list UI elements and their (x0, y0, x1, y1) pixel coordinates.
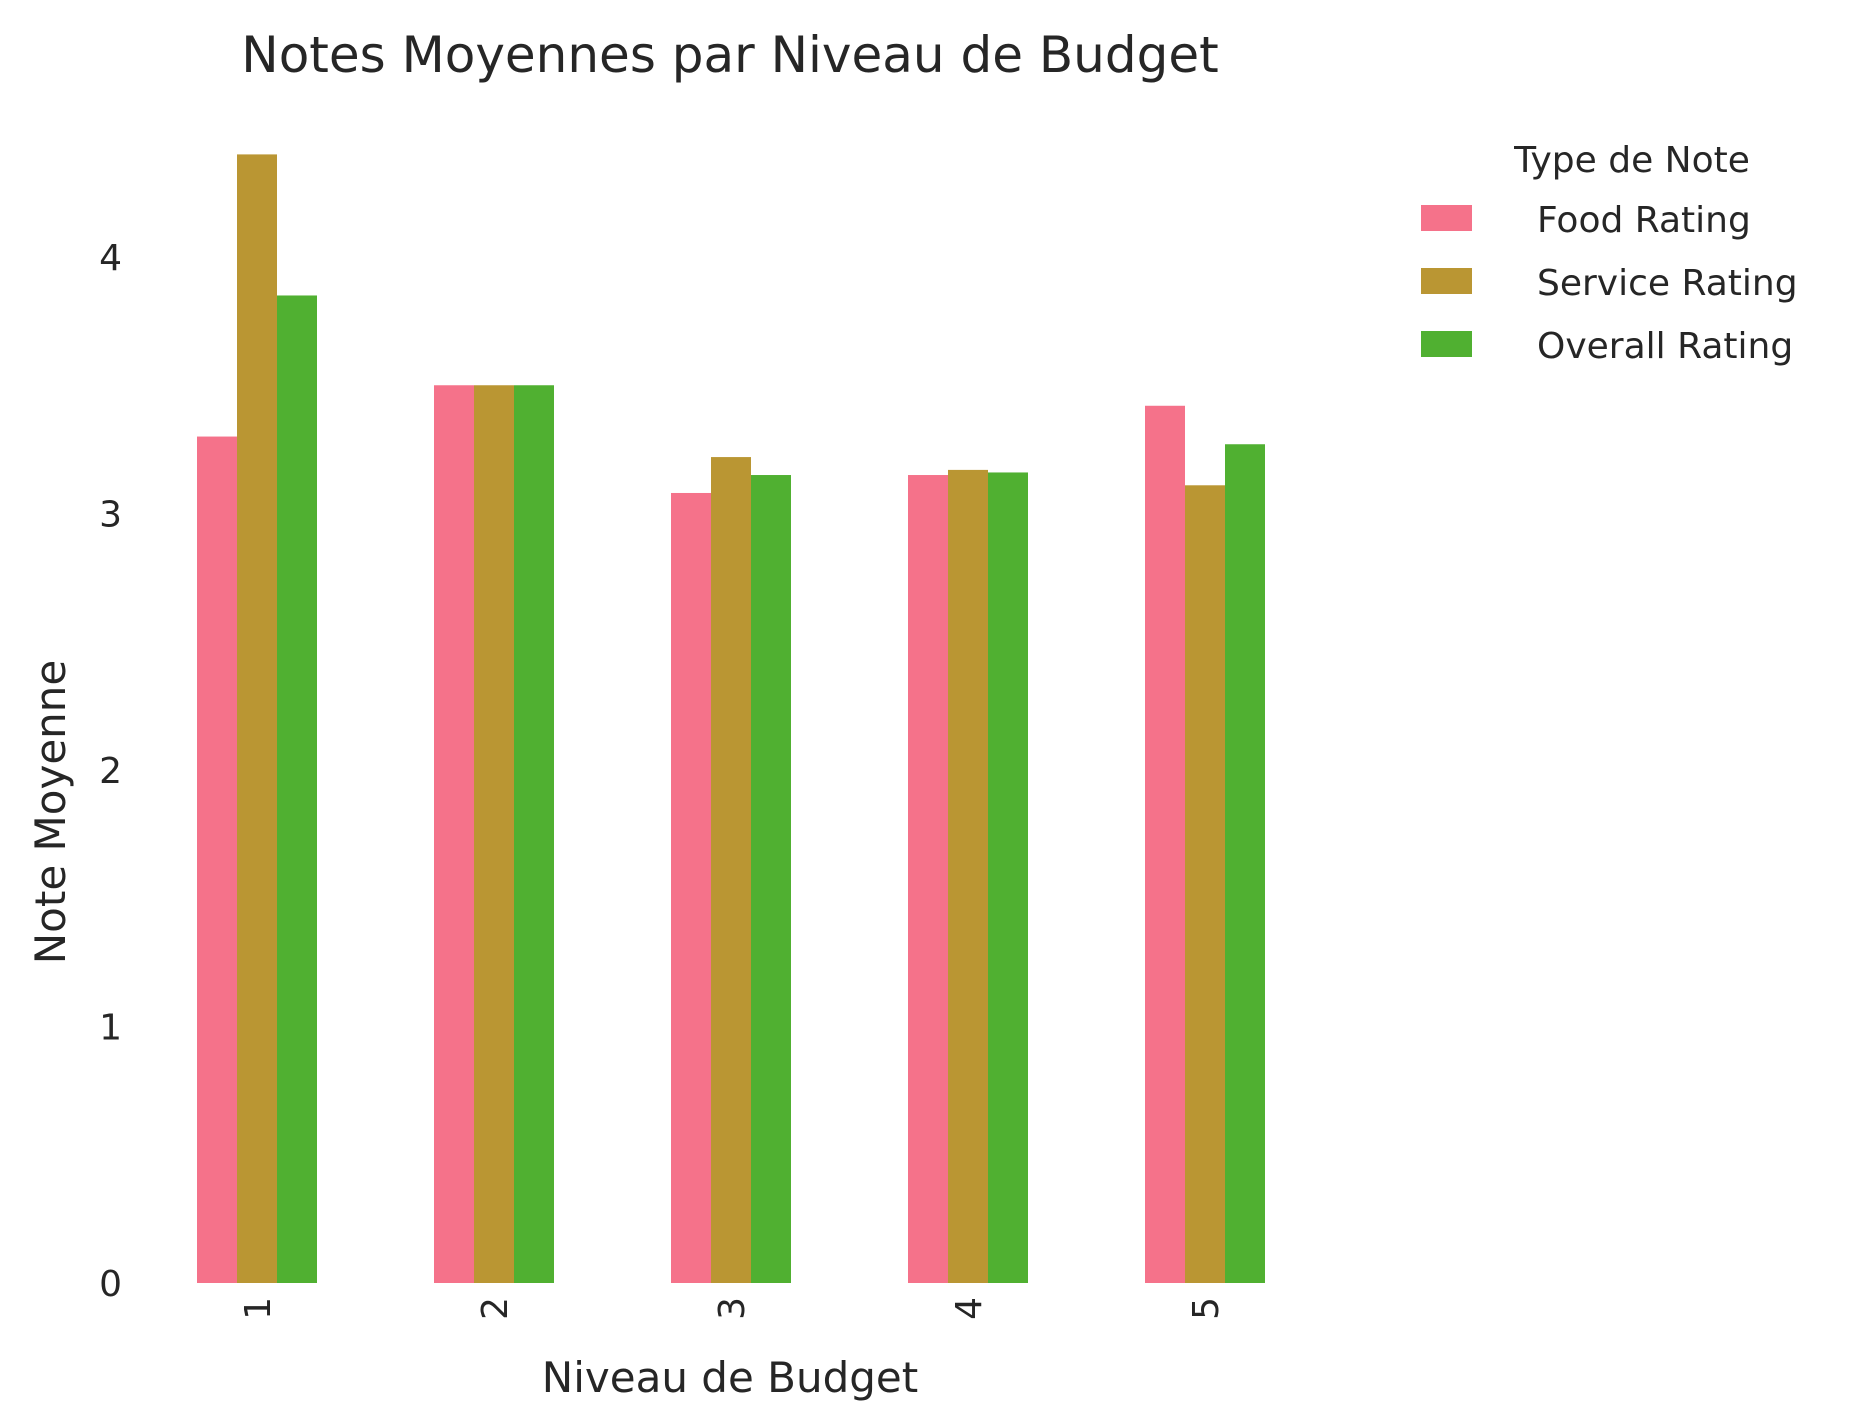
bar-service-rating-2 (474, 385, 514, 1283)
bar-service-rating-4 (948, 469, 988, 1283)
x-tick-label: 1 (238, 1297, 279, 1320)
bar-food-rating-4 (908, 475, 948, 1283)
x-axis-label: Niveau de Budget (542, 1353, 918, 1402)
y-tick-label: 3 (99, 495, 122, 536)
legend-title: Type de Note (1513, 140, 1750, 181)
y-tick-label: 2 (99, 751, 122, 792)
x-tick-label: 3 (712, 1297, 753, 1320)
legend-swatch (1421, 268, 1472, 294)
bar-overall-rating-2 (514, 385, 554, 1283)
y-tick-label: 1 (99, 1008, 122, 1049)
bar-overall-rating-4 (988, 472, 1028, 1284)
x-axis-ticks: 1 2 3 4 5 (238, 1297, 1227, 1320)
bar-service-rating-1 (237, 154, 277, 1283)
y-axis-ticks: 0 1 2 3 4 (99, 238, 122, 1305)
legend-label: Food Rating (1537, 200, 1751, 241)
bar-service-rating-3 (711, 457, 751, 1283)
chart-title: Notes Moyennes par Niveau de Budget (241, 26, 1218, 84)
y-tick-label: 0 (99, 1264, 122, 1305)
bar-service-rating-5 (1185, 485, 1225, 1283)
plot-area (197, 154, 1265, 1284)
x-tick-label: 2 (475, 1297, 516, 1320)
bar-overall-rating-3 (751, 475, 791, 1283)
legend-swatch (1421, 205, 1472, 231)
bar-food-rating-2 (434, 385, 474, 1283)
y-axis-label: Note Moyenne (26, 660, 75, 964)
legend-label: Service Rating (1537, 263, 1798, 304)
bar-food-rating-5 (1145, 405, 1185, 1283)
legend: Type de Note Food Rating Service Rating Ov… (1421, 140, 1798, 367)
x-tick-label: 5 (1186, 1297, 1227, 1320)
bar-food-rating-3 (671, 492, 711, 1284)
bar-food-rating-1 (197, 436, 237, 1283)
bar-overall-rating-5 (1225, 444, 1265, 1283)
y-tick-label: 4 (99, 238, 122, 279)
legend-label: Overall Rating (1537, 326, 1793, 367)
legend-swatch (1421, 331, 1472, 357)
x-tick-label: 4 (949, 1297, 990, 1320)
bar-overall-rating-1 (277, 295, 317, 1284)
